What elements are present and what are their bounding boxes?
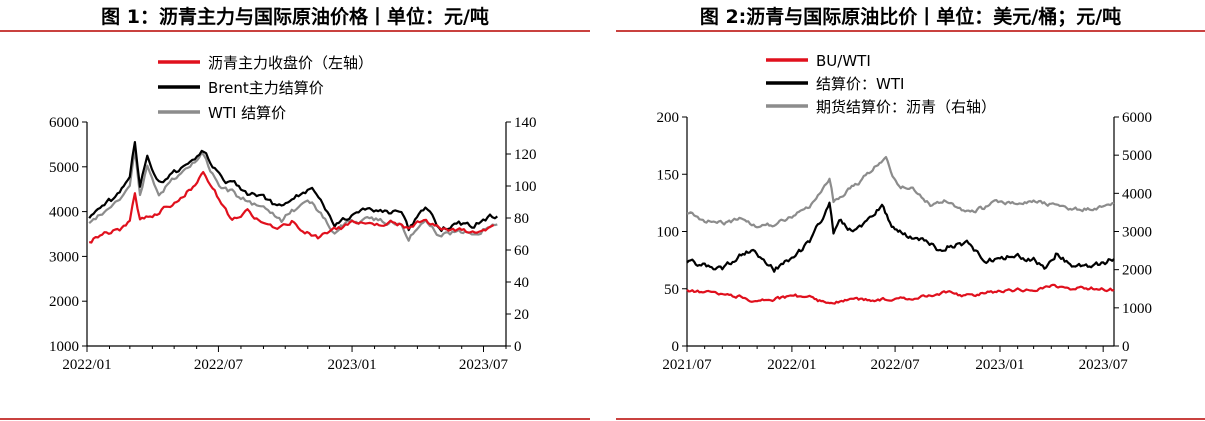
chart-panel-1: 图 1：沥青主力与国际原油价格丨单位：元/吨 1000 2000 3000 4000 5… [0,0,590,421]
y-left-tick-label: 50 [664,282,679,298]
chart-panel-2: 图 2:沥青与国际原油比价丨单位：美元/桶；元/吨 0 50 100 150 200 0 1… [616,0,1205,421]
y-left-tick-label: 150 [657,167,680,183]
series-line-1 [89,171,495,244]
legend-label-1: 沥青主力收盘价（左轴） [208,54,373,72]
legend-label-2: Brent主力结算价 [208,79,324,97]
x-tick-label: 2022/01 [767,357,816,373]
title-rule-2 [616,30,1205,32]
y-right-tick-label: 4000 [1122,186,1152,202]
bottom-rule-1 [0,418,590,420]
bottom-rule-2 [616,418,1205,420]
y-left-tick-label: 3000 [49,249,79,265]
y-right-tick-label: 2000 [1122,263,1152,279]
y-left-tick-label: 1000 [49,339,79,355]
x-tick-label: 2023/01 [327,357,376,373]
y-left-tick-label: 4000 [49,205,79,221]
y-right-tick-label: 60 [514,243,529,259]
y-right-tick-label: 1000 [1122,301,1152,317]
series-line-2 [686,201,1115,273]
chart-title-1: 图 1：沥青主力与国际原油价格丨单位：元/吨 [101,6,489,28]
x-tick-label: 2023/07 [459,357,509,373]
x-tick-label: 2023/01 [975,357,1024,373]
title-rule-1 [0,30,590,32]
y-right-tick-label: 3000 [1122,225,1152,241]
y-right-tick-label: 6000 [1122,110,1152,126]
x-tick-label: 2022/07 [194,357,244,373]
x-tick-label: 2022/07 [870,357,920,373]
series-line-2 [88,141,498,233]
chart-1: 1000 2000 3000 4000 5000 6000 0 20 40 60 80 100 120 1… [49,54,537,373]
series-line-1 [686,283,1115,305]
y-right-tick-label: 80 [514,211,529,227]
legend-label-2: 结算价：WTI [816,75,904,93]
y-right-tick-label: 100 [514,179,537,195]
y-right-tick-label: 40 [514,275,529,291]
y-left-tick-label: 200 [657,110,680,126]
legend-label-3: 期货结算价：沥青（右轴） [816,98,996,116]
y-right-tick-label: 120 [514,147,537,163]
y-right-tick-label: 20 [514,307,529,323]
chart-2: 0501001502000100020003000400050006000202… [657,52,1153,373]
y-left-tick-label: 100 [657,225,680,241]
y-left-tick-label: 6000 [49,115,79,131]
series-line-3 [686,156,1115,229]
x-tick-label: 2022/01 [62,357,111,373]
x-tick-label: 2021/07 [662,357,712,373]
y-right-tick-label: 0 [1122,339,1130,355]
chart-title-2: 图 2:沥青与国际原油比价丨单位：美元/桶；元/吨 [699,6,1122,28]
y-left-tick-label: 5000 [49,160,79,176]
legend-label-3: WTI 结算价 [208,104,286,122]
y-right-tick-label: 0 [514,339,522,355]
y-right-tick-label: 140 [514,115,537,131]
x-tick-label: 2023/07 [1079,357,1129,373]
y-left-tick-label: 2000 [49,294,79,310]
y-left-tick-label: 0 [672,339,680,355]
legend-label-1: BU/WTI [816,52,871,70]
y-right-tick-label: 5000 [1122,148,1152,164]
